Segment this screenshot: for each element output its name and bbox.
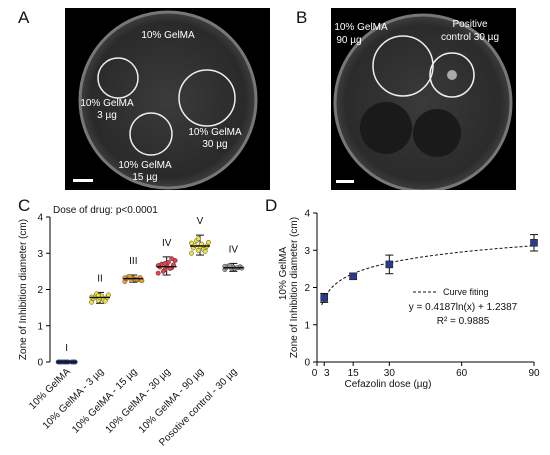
chart-d-x-tick-label: 15 [348, 368, 360, 379]
label-a-right-1: 10% GelMA [188, 127, 242, 138]
disc-30ug [178, 69, 236, 127]
chart-d-point [385, 260, 394, 269]
chart-c-point [122, 275, 128, 281]
scale-bar-a [73, 179, 93, 182]
chart-d-y-tick-label: 1 [304, 320, 310, 331]
chart-c-annotation: Dose of drug: p<0.0001 [53, 205, 158, 216]
chart-c-group-2: II [89, 273, 111, 305]
chart-c-y-axis-title: Zone of Inhibition diameter (cm) [18, 219, 29, 360]
chart-c-group-1: I [55, 343, 78, 365]
chart-d-y-axis-title-1: 10% GelMA [278, 246, 289, 300]
label-a-right-2: 30 µg [202, 139, 227, 150]
label-b-right-2: control 30 µg [441, 32, 499, 43]
panel-a-photo: 10% GelMA 10% GelMA 3 µg 10% GelMA 15 µg… [65, 8, 270, 190]
panel-b-letter: B [296, 8, 308, 27]
chart-c-group-label: IV [162, 238, 172, 249]
label-a-bottom-1: 10% GelMA [118, 160, 172, 171]
chart-c-group-4: IV [155, 238, 178, 276]
chart-d-fit-r2: R² = 0.9885 [437, 316, 490, 327]
chart-d-y-tick-label: 4 [304, 209, 310, 220]
chart-d-x-tick-label: 0 [312, 368, 318, 379]
disc-3ug [97, 57, 139, 99]
chart-c-y-tick-label: 4 [37, 213, 43, 224]
chart-c-x-tick-label: 10% GelMA - 3 µg [41, 366, 106, 431]
chart-d-y-axis-title-2: Zone of Inhibition diameter (cm) [289, 217, 300, 358]
chart-c-point [202, 249, 208, 254]
label-a-top: 10% GelMA [141, 30, 195, 41]
chart-c-point [160, 268, 166, 274]
chart-c-point [189, 250, 194, 256]
chart-d-fit-equation: y = 0.4187ln(x) + 1.2387 [409, 302, 518, 313]
chart-c-point [162, 261, 168, 266]
label-b-left-1: 10% GelMA [334, 22, 388, 33]
chart-c-point [169, 256, 175, 262]
chart-c-point [195, 236, 201, 242]
chart-d-legend-label: Curve fiting [443, 287, 489, 297]
chart-c-group-label: I [65, 343, 68, 354]
chart-c-group-5: V [189, 216, 211, 256]
disc-90ug [372, 35, 434, 97]
dish-rim [78, 10, 258, 190]
label-a-bottom-2: 15 µg [132, 172, 157, 183]
chart-d-point [349, 272, 357, 281]
chart-d-x-tick-label: 30 [384, 368, 396, 379]
disc-15ug [129, 112, 173, 156]
label-a-left-2: 3 µg [97, 110, 117, 121]
panel-d-letter: D [265, 196, 278, 215]
chart-c-y-tick-label: 1 [37, 321, 43, 332]
chart-c-y-tick-label: 3 [37, 249, 43, 260]
positive-control-center [447, 70, 457, 80]
chart-d-x-tick-label: 90 [528, 368, 540, 379]
label-b-right-1: Positive [452, 19, 487, 30]
chart-d-y-tick-label: 0 [304, 358, 310, 369]
chart-c-group-label: II [97, 273, 103, 284]
petri-dish-b: 10% GelMA 90 µg Positive control 30 µg [333, 13, 513, 190]
dark-zone-2 [413, 109, 461, 157]
label-a-left-1: 10% GelMA [80, 98, 134, 109]
chart-d-y-tick-label: 2 [304, 283, 310, 294]
panel-c-letter: C [18, 196, 31, 215]
panel-b-photo: 10% GelMA 90 µg Positive control 30 µg [331, 8, 516, 190]
chart-d-x-tick-label: 3 [324, 368, 330, 379]
panel-a-letter: A [18, 8, 30, 27]
chart-c-group-3: III [122, 256, 145, 284]
disc-positive-control [429, 52, 475, 98]
chart-c-group-label: IV [229, 244, 239, 255]
label-b-left-2: 90 µg [336, 35, 361, 46]
chart-c-y-tick-label: 2 [37, 285, 43, 296]
chart-c-point [106, 292, 111, 298]
chart-d-x-axis-title: Cefazolin dose (µg) [345, 379, 432, 390]
chart-d-point [530, 239, 538, 247]
chart-d-point [320, 294, 328, 302]
chart-c-group-label: III [129, 256, 137, 267]
dark-zone-1 [360, 102, 412, 154]
chart-d-dose-curve: 10% GelMA Zone of Inhibition diameter (c… [278, 209, 540, 391]
chart-d-fit-curve [321, 245, 535, 306]
chart-c-group-6: IV [222, 244, 245, 272]
chart-c-point [102, 298, 108, 304]
scale-bar-b [336, 180, 354, 183]
chart-d-y-tick-label: 3 [304, 246, 310, 257]
petri-dish-a: 10% GelMA 10% GelMA 3 µg 10% GelMA 15 µg… [73, 10, 258, 190]
chart-c-point [155, 270, 161, 276]
chart-c-point [206, 239, 211, 245]
chart-d-x-tick-label: 60 [456, 368, 468, 379]
chart-c-dose-inhibition: Dose of drug: p<0.0001 Zone of Inhibitio… [18, 205, 245, 449]
chart-c-point [189, 240, 194, 246]
chart-c-y-tick-label: 0 [37, 358, 43, 369]
chart-c-group-label: V [197, 216, 204, 227]
